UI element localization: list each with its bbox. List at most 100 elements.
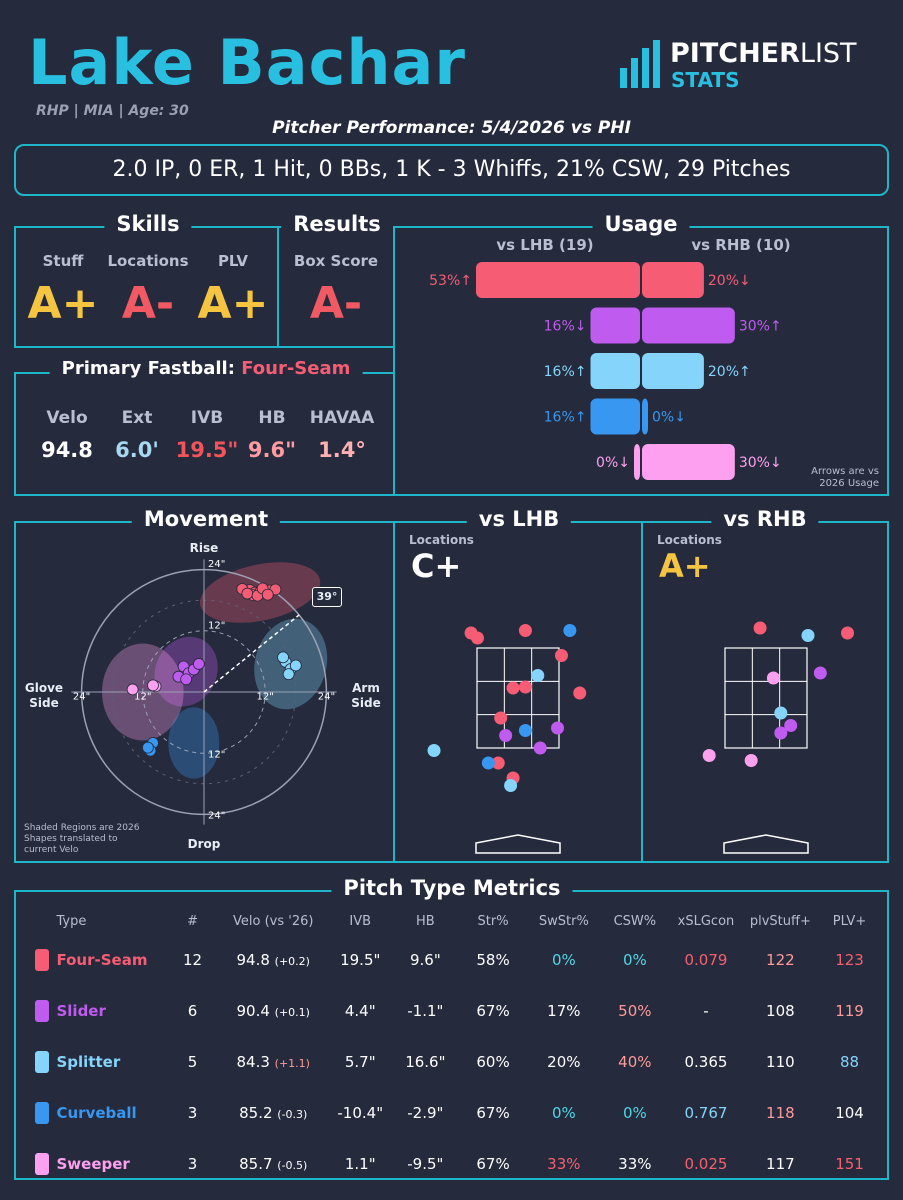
velo-value: 94.8 bbox=[41, 438, 93, 462]
rhb-grade-label: Locations bbox=[657, 533, 722, 547]
drop-label: Drop bbox=[187, 837, 221, 851]
box-score-label: Box Score bbox=[293, 252, 379, 270]
location-point-sweeper bbox=[744, 754, 758, 767]
movement-point-splitter bbox=[289, 659, 302, 672]
hb-cell: 9.6" bbox=[409, 950, 441, 969]
col-hb: HB bbox=[416, 913, 435, 929]
velo-delta: (+0.2) bbox=[274, 954, 310, 968]
usage-label-rhb: 20%↑ bbox=[708, 364, 751, 380]
results-panel: Results Box Score A- bbox=[277, 212, 395, 348]
usage-label-rhb: 30%↓ bbox=[739, 455, 782, 471]
usage-bar-rhb-sweeper bbox=[642, 444, 735, 480]
table-row: Slider 6 90.4 (+0.1) 4.4" -1.1" 67% 17% … bbox=[28, 985, 880, 1036]
ring-tick-label: 12" bbox=[208, 749, 225, 760]
shape-region-curveball bbox=[168, 707, 220, 779]
rhb-title: vs RHB bbox=[711, 507, 819, 531]
stuff-cell: 117 bbox=[766, 1154, 795, 1173]
movement-point-slider bbox=[180, 673, 193, 686]
rise-label: Rise bbox=[189, 541, 219, 555]
color-col-header bbox=[28, 908, 55, 934]
xslg-cell: 0.079 bbox=[684, 950, 728, 969]
location-point-slider bbox=[499, 729, 513, 742]
arm-angle-label: 39° bbox=[312, 587, 342, 607]
csw-cell: 40% bbox=[618, 1052, 652, 1071]
type-cell: Curveball bbox=[56, 1103, 137, 1122]
metrics-title: Pitch Type Metrics bbox=[331, 876, 573, 900]
swstr-cell: 0% bbox=[551, 950, 576, 969]
summary-text: 2.0 IP, 0 ER, 1 Hit, 0 BBs, 1 K - 3 Whif… bbox=[112, 157, 791, 182]
csw-cell: 0% bbox=[622, 950, 647, 969]
stuff-label: Stuff bbox=[42, 252, 84, 270]
location-point-curveball bbox=[481, 756, 495, 770]
movement-note: Shaded Regions are 2026 Shapes translate… bbox=[24, 823, 140, 855]
str-cell: 67% bbox=[476, 1001, 510, 1020]
col-type: Type bbox=[56, 913, 87, 929]
location-point-splitter bbox=[531, 669, 545, 682]
xslg-cell: 0.365 bbox=[684, 1052, 728, 1071]
velo-value: 85.7 bbox=[239, 1154, 273, 1173]
count-cell: 3 bbox=[187, 1103, 198, 1122]
movement-point-sweeper bbox=[147, 679, 159, 692]
brand-pitcher: PITCHER bbox=[670, 38, 800, 69]
location-point-slider bbox=[551, 721, 565, 735]
fastball-title: Primary Fastball: Four-Seam bbox=[49, 358, 363, 379]
movement-point-curveball bbox=[141, 741, 154, 754]
usage-bar-rhb-slider bbox=[642, 307, 735, 344]
col-xslg: xSLGcon bbox=[677, 913, 735, 929]
usage-bar-lhb-four-seam bbox=[476, 262, 640, 298]
hb-cell: -1.1" bbox=[407, 1001, 444, 1020]
usage-chart: 53%↑ 20%↓ 16%↓ 30%↑ 16%↑ 20%↑ 16%↑ 0%↓ 0%↓ 30%↓ bbox=[429, 262, 782, 480]
xslg-cell: 0.767 bbox=[684, 1103, 728, 1122]
location-point-curveball bbox=[563, 624, 577, 637]
movement-point-splitter bbox=[277, 651, 289, 664]
usage-bar-rhb-four-seam bbox=[642, 262, 704, 298]
count-cell: 5 bbox=[187, 1052, 198, 1071]
location-point-four-seam bbox=[573, 686, 587, 700]
velo-cell: 85.2 (-0.3) bbox=[219, 1087, 328, 1138]
location-point-four-seam bbox=[518, 680, 532, 694]
ivb-cell: 19.5" bbox=[340, 950, 381, 969]
lhb-grade: C+ bbox=[411, 547, 462, 585]
bar-chart-logo-icon bbox=[620, 40, 660, 88]
location-point-slider bbox=[813, 666, 827, 680]
usage-label-rhb: 30%↑ bbox=[739, 319, 782, 335]
velo-delta: (+1.1) bbox=[274, 1056, 310, 1070]
csw-cell: 50% bbox=[618, 1001, 652, 1020]
box-score-grade: A- bbox=[309, 278, 363, 329]
table-row: Splitter 5 84.3 (+1.1) 5.7" 16.6" 60% 20… bbox=[28, 1036, 880, 1087]
hb-value: 9.6" bbox=[247, 438, 297, 462]
plv-label: PLV bbox=[217, 252, 249, 270]
color-swatch bbox=[28, 1036, 55, 1087]
glove-side-label: Glove Side bbox=[24, 681, 64, 710]
velo-cell: 85.7 (-0.5) bbox=[219, 1138, 328, 1189]
usage-title: Usage bbox=[592, 212, 690, 236]
usage-panel: Usage vs LHB (19) vs RHB (10) 53%↑ 20%↓ 16… bbox=[393, 212, 889, 496]
usage-bar-lhb-sweeper bbox=[634, 444, 640, 480]
usage-label-lhb: 16%↑ bbox=[544, 410, 587, 426]
locations-label: Locations bbox=[107, 252, 189, 270]
plv-cell: 123 bbox=[835, 950, 864, 969]
ivb-value: 19.5" bbox=[175, 438, 239, 462]
location-point-curveball bbox=[518, 724, 532, 737]
color-swatch bbox=[28, 1087, 55, 1138]
location-point-sweeper bbox=[766, 671, 780, 685]
usage-bar-lhb-splitter bbox=[590, 353, 640, 389]
color-swatch bbox=[28, 934, 55, 985]
velo-value: 84.3 bbox=[236, 1052, 270, 1071]
metrics-header-row: Type # Velo (vs '26) IVB HB Str% SwStr% … bbox=[28, 908, 880, 934]
usage-lhb-header: vs LHB (19) bbox=[496, 236, 594, 254]
performance-title: Pitcher Performance: 5/4/2026 vs PHI bbox=[272, 118, 631, 138]
color-swatch bbox=[28, 1138, 55, 1189]
brand-stats: STATS bbox=[671, 68, 740, 92]
metrics-table: Type # Velo (vs '26) IVB HB Str% SwStr% … bbox=[28, 908, 880, 1189]
arm-angle-line bbox=[203, 614, 300, 693]
plv-cell: 88 bbox=[839, 1052, 860, 1071]
plv-cell: 104 bbox=[835, 1103, 864, 1122]
ivb-label: IVB bbox=[190, 408, 224, 428]
location-point-four-seam bbox=[554, 649, 568, 662]
ring-tick-label: 24" bbox=[73, 692, 90, 703]
rhb-grade: A+ bbox=[659, 547, 711, 585]
ring-tick-label: 24" bbox=[318, 692, 335, 703]
ring-tick-label: 12" bbox=[134, 692, 151, 703]
xslg-cell: - bbox=[703, 1001, 709, 1020]
